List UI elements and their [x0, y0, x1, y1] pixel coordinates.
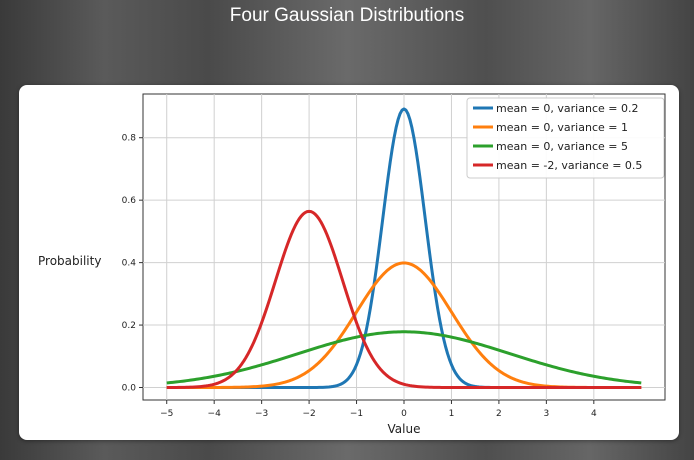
series-line	[166, 209, 642, 390]
y-tick-label: 0.4	[122, 259, 137, 269]
legend: mean = 0, variance = 0.2 mean = 0, varian…	[466, 97, 665, 179]
legend-label: mean = 0, variance = 5	[496, 140, 628, 153]
y-tick-label: 0.8	[122, 134, 137, 144]
legend-box	[466, 97, 665, 179]
y-tick-label: 0.0	[122, 384, 137, 394]
y-axis-label: Probability	[38, 254, 102, 268]
series-line	[166, 330, 642, 385]
tick-labels: −5 −4 −3 −2 −1 0 1 2 3 4 0.0 0.2 0.4 0.6 0.8	[122, 134, 597, 419]
x-tick-label: 0	[401, 409, 407, 419]
page-title: Four Gaussian Distributions	[229, 5, 465, 26]
x-tick-label: −1	[350, 409, 363, 419]
x-tick-label: 4	[591, 409, 597, 419]
legend-label: mean = -2, variance = 0.5	[496, 159, 642, 172]
y-tick-label: 0.6	[122, 196, 137, 206]
series-lines	[166, 107, 642, 390]
x-tick-label: −4	[208, 409, 222, 419]
grid-lines	[143, 94, 665, 400]
legend-label: mean = 0, variance = 1	[496, 121, 628, 134]
y-tick-label: 0.2	[122, 321, 136, 331]
x-axis-label: Value	[388, 422, 421, 436]
x-tick-label: 2	[496, 409, 502, 419]
x-tick-label: 3	[543, 409, 549, 419]
x-tick-label: 1	[449, 409, 455, 419]
x-tick-label: −2	[302, 409, 315, 419]
legend-label: mean = 0, variance = 0.2	[496, 102, 638, 115]
x-tick-label: −5	[160, 409, 173, 419]
x-tick-label: −3	[255, 409, 268, 419]
